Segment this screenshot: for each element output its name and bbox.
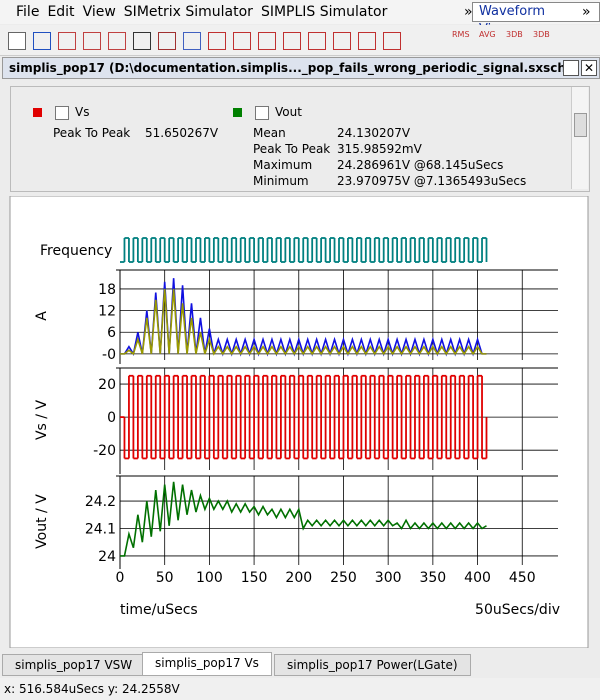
x-tick-label: 250 — [330, 570, 357, 586]
view-dropdown[interactable]: Waveform Viewer — [472, 2, 600, 37]
menu-item[interactable]: Edit — [47, 4, 75, 20]
x-tick-label: 350 — [419, 570, 446, 586]
window-title: simplis_pop17 (D:\documentation.simplis.… — [2, 57, 600, 79]
toolbar-icon[interactable] — [358, 32, 376, 50]
tab[interactable]: simplis_pop17 VSW — [2, 654, 146, 676]
measure-value: 315.98592mV — [337, 142, 422, 156]
y-axis-label: Vout / V — [34, 494, 50, 549]
y-tick-label: -0 — [102, 347, 116, 363]
menu-item[interactable]: File — [16, 4, 40, 20]
y-tick-label: 24 — [98, 549, 116, 565]
measure-label: Mean — [253, 126, 286, 140]
toolbar-label[interactable]: RMS — [452, 30, 470, 39]
menu-bar: File Edit View SIMetrix Simulator SIMPLIS Si… — [0, 0, 600, 37]
plot-area: Frequency A -0 6 12 18 Vs / V -20 0 20 Vout / V 24 2… — [9, 196, 589, 648]
toolbar-icon[interactable] — [8, 32, 26, 50]
measure-label: Minimum — [253, 174, 309, 188]
y-tick-label: 6 — [107, 325, 116, 341]
checkbox[interactable] — [255, 106, 269, 120]
x-axis-label: time/uSecs — [120, 602, 198, 618]
menu-item[interactable]: View — [82, 4, 116, 20]
toolbar-icon[interactable] — [108, 32, 126, 50]
y-tick-label: 20 — [98, 377, 116, 393]
toolbar-icon[interactable] — [133, 32, 151, 50]
x-division: 50uSecs/div — [475, 602, 560, 618]
measure-label: Peak To Peak — [253, 142, 331, 156]
y-tick-label: 0 — [107, 410, 116, 426]
toolbar: RMS AVG 3DB 3DB — [0, 25, 600, 56]
menu-item[interactable]: SIMetrix Simulator — [123, 4, 253, 20]
title-text: simplis_pop17 (D:\documentation.simplis.… — [9, 61, 572, 75]
x-tick-label: 400 — [464, 570, 491, 586]
menu-more[interactable]: » — [464, 4, 473, 20]
y-tick-label: 18 — [98, 282, 116, 298]
tab[interactable]: simplis_pop17 Vs — [142, 652, 272, 676]
tab[interactable]: simplis_pop17 Power(LGate) — [274, 654, 471, 676]
legend-name: Vout — [275, 105, 302, 119]
x-tick-label: 0 — [116, 570, 125, 586]
measure-value: 23.970975V @7.1365493uSecs — [337, 174, 527, 188]
y-axis-label: Vs / V — [34, 400, 50, 440]
status-bar: x: 516.584uSecs y: 24.2558V — [0, 678, 600, 700]
menu-item[interactable]: SIMPLIS Simulator — [260, 4, 388, 20]
legend-swatch — [33, 108, 42, 117]
toolbar-icon[interactable] — [333, 32, 351, 50]
measure-value: 24.130207V — [337, 126, 411, 140]
measure-label: Peak To Peak — [53, 126, 131, 140]
measure-label: Maximum — [253, 158, 313, 172]
x-tick-label: 50 — [156, 570, 174, 586]
y-tick-label: 12 — [98, 304, 116, 320]
close-button[interactable]: ✕ — [581, 60, 597, 76]
toolbar-icon[interactable] — [33, 32, 51, 50]
x-tick-label: 150 — [241, 570, 268, 586]
y-tick-label: -20 — [93, 443, 116, 459]
checkbox[interactable] — [55, 106, 69, 120]
toolbar-icon[interactable] — [283, 32, 301, 50]
toolbar-icon[interactable] — [208, 32, 226, 50]
legend-name: Vs — [75, 105, 90, 119]
x-tick-label: 450 — [509, 570, 536, 586]
toolbar-icon[interactable] — [183, 32, 201, 50]
toolbar-icon[interactable] — [58, 32, 76, 50]
y-tick-label: 24.1 — [85, 521, 116, 537]
measurement-panel: Vs Vout Peak To Peak 51.650267V Mean 24.130… — [10, 86, 590, 192]
y-axis-label: A — [34, 311, 50, 321]
menu-more[interactable]: » — [582, 4, 591, 20]
trace-label: Frequency — [40, 243, 112, 259]
waveform — [120, 481, 487, 557]
menu-button[interactable] — [563, 60, 579, 76]
toolbar-label[interactable]: 3DB — [533, 30, 550, 39]
toolbar-icon[interactable] — [233, 32, 251, 50]
measure-value: 51.650267V — [145, 126, 219, 140]
x-tick-label: 200 — [285, 570, 312, 586]
waveform — [120, 288, 487, 356]
legend-swatch — [233, 108, 242, 117]
x-tick-label: 100 — [196, 570, 223, 586]
measure-value: 24.286961V @68.145uSecs — [337, 158, 504, 172]
tab-bar: simplis_pop17 VSW simplis_pop17 Vs simplis… — [0, 652, 600, 676]
scrollbar[interactable] — [571, 87, 588, 189]
toolbar-icon[interactable] — [308, 32, 326, 50]
scroll-thumb[interactable] — [574, 113, 587, 137]
toolbar-label[interactable]: AVG — [479, 30, 496, 39]
toolbar-label[interactable]: 3DB — [506, 30, 523, 39]
toolbar-icon[interactable] — [258, 32, 276, 50]
y-tick-label: 24.2 — [85, 494, 116, 510]
toolbar-icon[interactable] — [158, 32, 176, 50]
toolbar-icon[interactable] — [383, 32, 401, 50]
toolbar-icon[interactable] — [83, 32, 101, 50]
x-tick-label: 300 — [375, 570, 402, 586]
